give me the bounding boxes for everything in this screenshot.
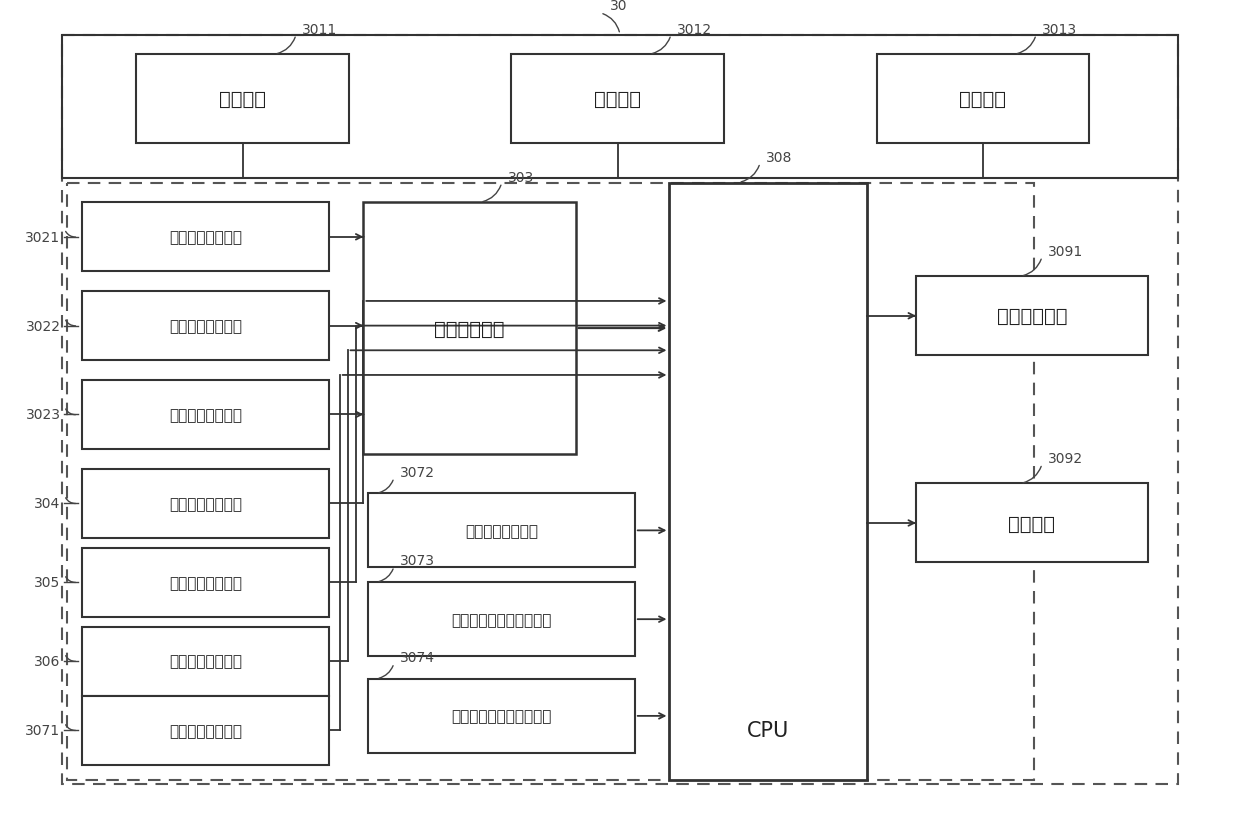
Text: 3073: 3073 [401, 554, 435, 568]
Text: 转速信号采集模块: 转速信号采集模块 [169, 496, 242, 511]
Text: 晶振模块: 晶振模块 [959, 90, 1006, 109]
Text: 环境温度采集模块: 环境温度采集模块 [169, 723, 242, 738]
Text: 频率信号采集模块: 频率信号采集模块 [169, 407, 242, 423]
Text: 3022: 3022 [26, 319, 61, 333]
Text: 电机轴第一温度采集模块: 电机轴第一温度采集模块 [451, 612, 552, 627]
Text: CPU: CPU [746, 721, 789, 740]
Text: 304: 304 [35, 496, 61, 510]
Bar [368, 582, 635, 656]
Text: 3021: 3021 [25, 230, 61, 245]
Text: 3013: 3013 [1042, 23, 1078, 37]
Bar [136, 55, 348, 144]
Text: 3072: 3072 [401, 465, 435, 479]
Bar [82, 548, 329, 617]
Bar [916, 484, 1148, 563]
Text: 复位模块: 复位模块 [594, 90, 641, 109]
Text: 308: 308 [766, 151, 792, 165]
Bar [82, 203, 329, 272]
Bar [82, 627, 329, 696]
Text: 通讯模块: 通讯模块 [1008, 514, 1055, 533]
Text: 305: 305 [35, 576, 61, 590]
Text: 30: 30 [610, 0, 627, 13]
Bar [916, 277, 1148, 355]
Text: 3071: 3071 [25, 723, 61, 737]
Text: 3074: 3074 [401, 650, 435, 664]
Text: 306: 306 [35, 654, 61, 668]
Text: 303: 303 [507, 170, 534, 184]
Text: 3092: 3092 [1048, 451, 1083, 465]
Bar [67, 183, 1034, 780]
Text: 振动信号采集模块: 振动信号采集模块 [169, 575, 242, 590]
Text: 电源模块: 电源模块 [219, 90, 267, 109]
Bar [62, 35, 1178, 179]
Text: 3091: 3091 [1048, 244, 1084, 258]
Text: 电机轴第二温度采集模块: 电机轴第二温度采集模块 [451, 708, 552, 723]
Bar [82, 380, 329, 450]
Text: 3012: 3012 [677, 23, 712, 37]
Bar [368, 494, 635, 568]
Bar [82, 696, 329, 765]
Text: 电量计算模块: 电量计算模块 [434, 319, 505, 338]
Bar [363, 203, 575, 455]
Text: 绕组温度采集模块: 绕组温度采集模块 [465, 523, 538, 538]
Text: 数据存储模块: 数据存储模块 [997, 307, 1068, 326]
Text: 噪音信号采集模块: 噪音信号采集模块 [169, 654, 242, 669]
Bar [670, 183, 867, 780]
Bar [511, 55, 724, 144]
Bar [82, 292, 329, 360]
Text: 3011: 3011 [303, 23, 337, 37]
Text: 电压信号采集模块: 电压信号采集模块 [169, 230, 242, 245]
Text: 电流信号采集模块: 电流信号采集模块 [169, 319, 242, 333]
Text: 3023: 3023 [26, 408, 61, 422]
Bar [877, 55, 1089, 144]
Bar [368, 679, 635, 753]
Bar [82, 469, 329, 538]
